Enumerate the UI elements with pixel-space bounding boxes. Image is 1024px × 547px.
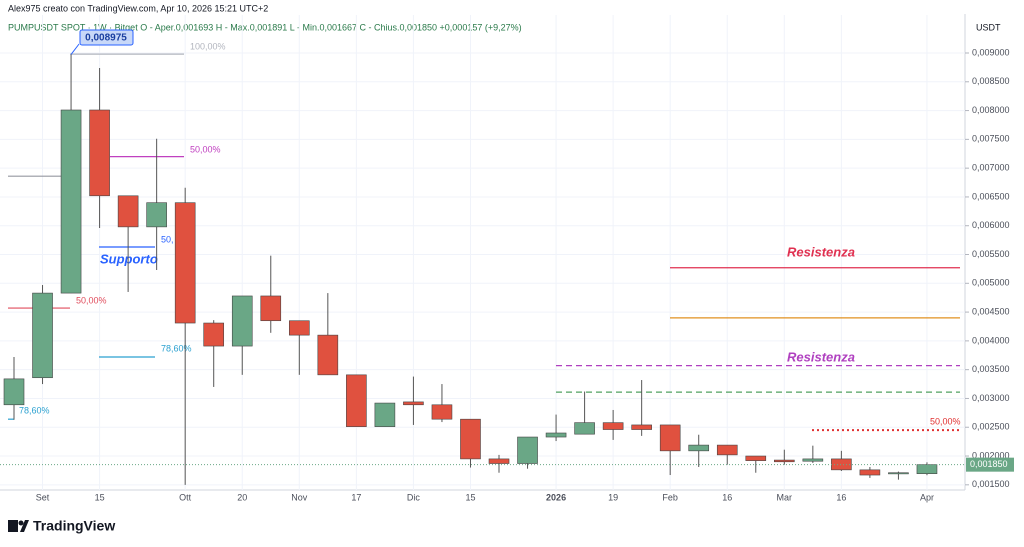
credit: Alex975 creato con TradingView.com, Apr … xyxy=(8,3,268,13)
logo-text: TradingView xyxy=(33,518,115,534)
candle-body xyxy=(374,402,396,427)
candle-body xyxy=(3,378,25,406)
x-tick-label: Dic xyxy=(407,492,420,502)
grid xyxy=(0,15,965,490)
x-tick-label: Set xyxy=(36,492,50,502)
candle-body xyxy=(117,195,139,228)
candle-body xyxy=(317,334,339,376)
candle-body xyxy=(745,455,767,461)
y-tick-label: 0,006000 xyxy=(972,220,1010,230)
x-tick-label: 20 xyxy=(237,492,247,502)
x-tick-label: 16 xyxy=(836,492,846,502)
candle-body xyxy=(916,464,938,475)
candle-body xyxy=(517,436,538,464)
candle-body xyxy=(602,422,624,430)
x-tick-label: Mar xyxy=(777,492,793,502)
annotation-label: 50, xyxy=(161,234,174,244)
candle-body xyxy=(32,292,53,379)
candle-body xyxy=(716,444,738,456)
symbol-line: PUMPUSDT SPOT · 1W · Bitget O - Aper.0,0… xyxy=(8,22,522,32)
y-tick-label: 0,004500 xyxy=(972,306,1010,316)
candle-body xyxy=(802,458,824,462)
y-tick-label: 0,008000 xyxy=(972,105,1010,115)
candle-body xyxy=(688,444,710,452)
candle-body xyxy=(403,401,424,406)
candle-body xyxy=(203,322,225,347)
annotation-label: 50,00% xyxy=(190,144,221,154)
candle-body xyxy=(60,109,82,294)
candle-body xyxy=(659,424,681,452)
candle-body xyxy=(888,472,909,475)
y-tick-label: 0,002000 xyxy=(972,450,1010,460)
candle-body xyxy=(174,202,196,324)
candle-body xyxy=(288,320,310,336)
y-tick-label: 0,002500 xyxy=(972,422,1010,432)
last-price-box xyxy=(966,457,1014,472)
annotation-label: 78,60% xyxy=(19,405,50,415)
last-price-label: 0,001850 xyxy=(970,459,1008,469)
candle-body xyxy=(89,109,110,197)
y-tick-label: 0,005500 xyxy=(972,249,1010,259)
candle-body xyxy=(460,418,481,460)
y-tick-label: 0,006500 xyxy=(972,191,1010,201)
candle-body xyxy=(488,458,510,464)
x-tick-label: Ott xyxy=(179,492,192,502)
candle-body xyxy=(231,295,253,347)
annotation-label: 100,00% xyxy=(190,41,226,51)
y-tick-label: 0,007500 xyxy=(972,134,1010,144)
candle-body xyxy=(631,424,652,430)
candle-body xyxy=(346,374,367,427)
callout-box xyxy=(79,29,134,46)
logo: TradingView xyxy=(8,518,115,534)
y-tick-label: 0,003000 xyxy=(972,393,1010,403)
candle-body xyxy=(574,422,595,435)
annotation-label: 50,00% xyxy=(930,416,961,426)
candle-body xyxy=(774,459,795,463)
y-tick-label: 0,009000 xyxy=(972,47,1010,57)
annotation-label: Resistenza xyxy=(787,349,855,364)
y-axis-label: USDT xyxy=(976,22,1001,32)
y-tick-label: 0,001500 xyxy=(972,479,1010,489)
y-tick-label: 0,004000 xyxy=(972,335,1010,345)
candle-body xyxy=(431,404,453,420)
x-tick-label: 15 xyxy=(465,492,475,502)
y-tick-label: 0,005000 xyxy=(972,278,1010,288)
y-tick-label: 0,007000 xyxy=(972,163,1010,173)
annotation-label: 50,00% xyxy=(76,295,107,305)
x-tick-label: 2026 xyxy=(546,492,566,502)
y-tick-label: 0,008500 xyxy=(972,76,1010,86)
x-tick-label: 19 xyxy=(608,492,618,502)
x-tick-label: Apr xyxy=(920,492,934,502)
annotation-label: Supporto xyxy=(100,251,158,266)
x-tick-label: 15 xyxy=(95,492,105,502)
x-tick-label: Nov xyxy=(291,492,308,502)
callout-pointer xyxy=(70,43,80,55)
y-tick-label: 0,003500 xyxy=(972,364,1010,374)
x-tick-label: Feb xyxy=(662,492,678,502)
x-tick-label: 16 xyxy=(722,492,732,502)
annotation-label: 78,60% xyxy=(161,343,192,353)
candle-body xyxy=(146,202,167,228)
callout-label: 0,008975 xyxy=(85,33,127,44)
candle-body xyxy=(545,432,567,438)
x-tick-label: 17 xyxy=(351,492,361,502)
candle-body xyxy=(260,295,282,322)
candle-body xyxy=(859,469,881,476)
annotation-label: Resistenza xyxy=(787,244,855,259)
